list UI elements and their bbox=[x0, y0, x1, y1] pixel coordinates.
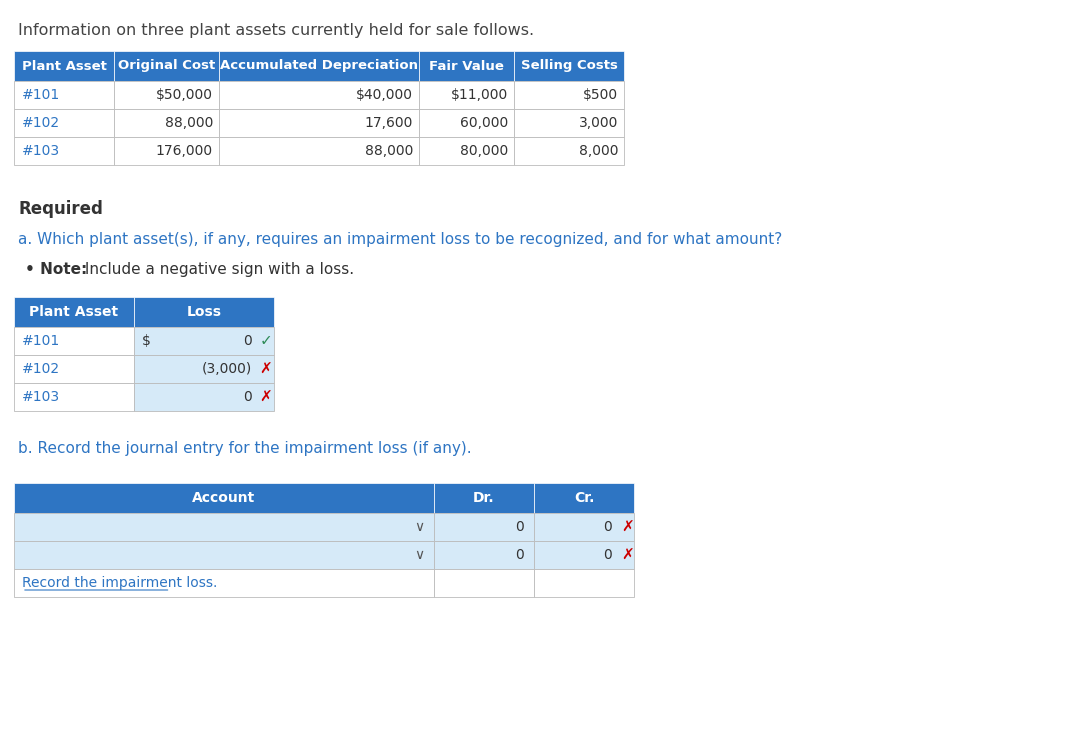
Bar bbox=[134, 297, 274, 327]
Text: 0: 0 bbox=[516, 548, 524, 562]
Bar bbox=[14, 569, 434, 597]
Bar bbox=[14, 109, 114, 137]
Text: Required: Required bbox=[18, 200, 103, 218]
Bar bbox=[14, 327, 134, 355]
Text: ✗: ✗ bbox=[622, 519, 635, 534]
Text: 3,000: 3,000 bbox=[578, 116, 618, 130]
Text: 17,600: 17,600 bbox=[365, 116, 413, 130]
Bar bbox=[134, 327, 274, 355]
Bar bbox=[219, 137, 419, 165]
Bar bbox=[114, 137, 219, 165]
Text: #101: #101 bbox=[22, 88, 61, 102]
Text: • Note:: • Note: bbox=[25, 262, 88, 277]
Text: Selling Costs: Selling Costs bbox=[521, 59, 617, 73]
Text: $11,000: $11,000 bbox=[451, 88, 508, 102]
Text: $50,000: $50,000 bbox=[156, 88, 213, 102]
Text: Include a negative sign with a loss.: Include a negative sign with a loss. bbox=[80, 262, 354, 277]
Text: 0: 0 bbox=[603, 520, 612, 534]
Bar bbox=[434, 541, 534, 569]
Text: ✓: ✓ bbox=[260, 333, 273, 348]
Bar bbox=[114, 81, 219, 109]
Text: Record the impairment loss.: Record the impairment loss. bbox=[22, 576, 218, 590]
Text: $: $ bbox=[142, 334, 151, 348]
Bar bbox=[219, 51, 419, 81]
Text: $500: $500 bbox=[583, 88, 618, 102]
Bar bbox=[534, 483, 634, 513]
Text: 0: 0 bbox=[244, 390, 252, 404]
Bar bbox=[434, 513, 534, 541]
Bar bbox=[14, 483, 434, 513]
Bar bbox=[14, 81, 114, 109]
Bar bbox=[534, 541, 634, 569]
Text: ∨: ∨ bbox=[414, 548, 425, 562]
Bar bbox=[419, 81, 514, 109]
Text: #102: #102 bbox=[22, 362, 61, 376]
Bar bbox=[219, 81, 419, 109]
Bar bbox=[14, 355, 134, 383]
Bar bbox=[419, 137, 514, 165]
Bar bbox=[219, 109, 419, 137]
Bar bbox=[14, 541, 434, 569]
Bar bbox=[14, 51, 114, 81]
Text: b. Record the journal entry for the impairment loss (if any).: b. Record the journal entry for the impa… bbox=[18, 441, 471, 456]
Text: Accumulated Depreciation: Accumulated Depreciation bbox=[220, 59, 418, 73]
Text: $40,000: $40,000 bbox=[356, 88, 413, 102]
Text: ∨: ∨ bbox=[414, 520, 425, 534]
Text: #103: #103 bbox=[22, 390, 61, 404]
Text: Original Cost: Original Cost bbox=[118, 59, 216, 73]
Text: 176,000: 176,000 bbox=[156, 144, 213, 158]
Bar bbox=[434, 569, 534, 597]
Text: ✗: ✗ bbox=[622, 548, 635, 562]
Text: 80,000: 80,000 bbox=[460, 144, 508, 158]
Bar bbox=[14, 137, 114, 165]
Text: Cr.: Cr. bbox=[574, 491, 595, 505]
Bar bbox=[14, 383, 134, 411]
Text: ✗: ✗ bbox=[260, 362, 273, 376]
Bar bbox=[514, 109, 624, 137]
Bar bbox=[134, 383, 274, 411]
Bar bbox=[434, 483, 534, 513]
Text: 0: 0 bbox=[244, 334, 252, 348]
Bar bbox=[534, 513, 634, 541]
Bar bbox=[134, 355, 274, 383]
Bar bbox=[514, 51, 624, 81]
Bar bbox=[514, 137, 624, 165]
Text: #102: #102 bbox=[22, 116, 61, 130]
Bar bbox=[534, 569, 634, 597]
Text: a. Which plant asset(s), if any, requires an impairment loss to be recognized, a: a. Which plant asset(s), if any, require… bbox=[18, 232, 782, 247]
Text: 60,000: 60,000 bbox=[460, 116, 508, 130]
Text: 0: 0 bbox=[603, 548, 612, 562]
Bar bbox=[419, 109, 514, 137]
Bar bbox=[14, 513, 434, 541]
Text: 8,000: 8,000 bbox=[578, 144, 618, 158]
Text: Loss: Loss bbox=[186, 305, 222, 319]
Text: Dr.: Dr. bbox=[473, 491, 495, 505]
Text: (3,000): (3,000) bbox=[201, 362, 252, 376]
Bar bbox=[419, 51, 514, 81]
Text: #101: #101 bbox=[22, 334, 61, 348]
Text: Plant Asset: Plant Asset bbox=[22, 59, 106, 73]
Text: Information on three plant assets currently held for sale follows.: Information on three plant assets curren… bbox=[18, 23, 534, 38]
Bar bbox=[514, 81, 624, 109]
Bar bbox=[14, 297, 134, 327]
Text: Fair Value: Fair Value bbox=[429, 59, 504, 73]
Text: Account: Account bbox=[193, 491, 256, 505]
Text: ✗: ✗ bbox=[260, 390, 273, 405]
Text: #103: #103 bbox=[22, 144, 61, 158]
Text: 88,000: 88,000 bbox=[365, 144, 413, 158]
Bar bbox=[114, 51, 219, 81]
Text: 88,000: 88,000 bbox=[165, 116, 213, 130]
Text: Plant Asset: Plant Asset bbox=[29, 305, 118, 319]
Bar bbox=[114, 109, 219, 137]
Text: 0: 0 bbox=[516, 520, 524, 534]
